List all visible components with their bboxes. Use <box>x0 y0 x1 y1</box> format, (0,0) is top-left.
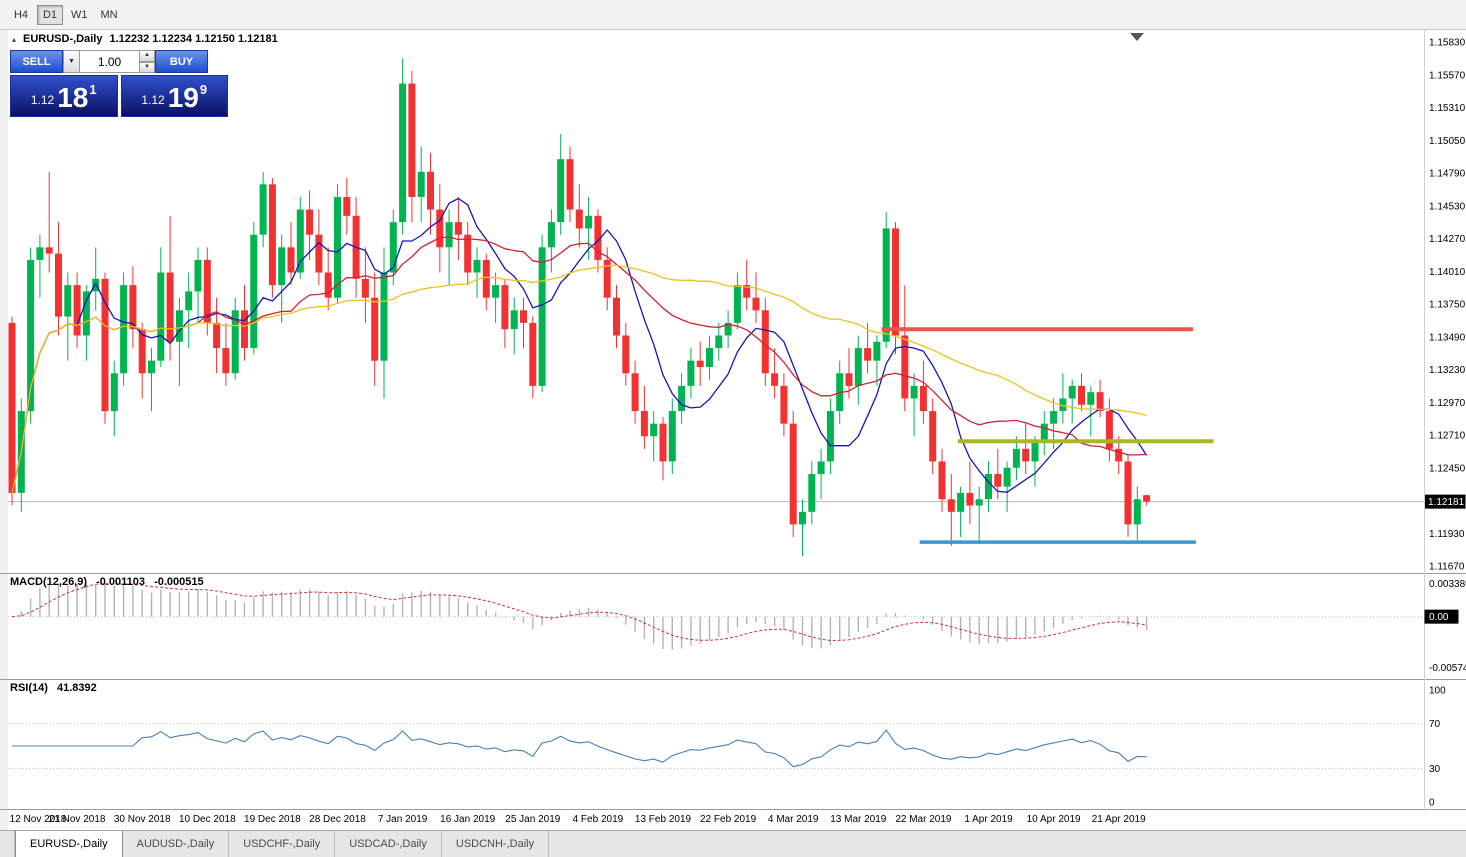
svg-text:4 Mar 2019: 4 Mar 2019 <box>768 814 819 825</box>
svg-text:1.13750: 1.13750 <box>1429 300 1466 311</box>
svg-text:10 Apr 2019: 10 Apr 2019 <box>1027 814 1081 825</box>
svg-text:100: 100 <box>1429 686 1446 697</box>
svg-text:22 Mar 2019: 22 Mar 2019 <box>895 814 952 825</box>
volume-increment-button[interactable]: ▲ <box>140 50 155 62</box>
timeframe-toolbar: H4 D1 W1 MN <box>0 0 1466 30</box>
buy-button[interactable]: BUY <box>155 50 208 73</box>
rsi-name: RSI(14) <box>10 682 48 694</box>
volume-decrement-button[interactable]: ▼ <box>140 61 155 73</box>
volume-input[interactable] <box>80 50 140 73</box>
candlestick-series <box>8 58 1151 556</box>
one-click-collapse-icon[interactable]: ▴ <box>12 34 17 44</box>
svg-text:1.11670: 1.11670 <box>1429 562 1465 573</box>
timeframe-button-mn[interactable]: MN <box>96 5 123 25</box>
svg-text:1.14790: 1.14790 <box>1429 169 1466 180</box>
svg-text:16 Jan 2019: 16 Jan 2019 <box>440 814 495 825</box>
macd-main-value: -0.001103 <box>96 576 146 588</box>
ma-21-line <box>11 236 1147 494</box>
current-price-marker <box>1424 494 1466 509</box>
chart-background <box>8 30 1466 830</box>
price-axis[interactable]: 1.15830 1.15570 1.15310 1.15050 1.14790 1.145… <box>1424 38 1466 573</box>
chart-tab-usdcnh[interactable]: USDCNH-,Daily <box>442 831 550 857</box>
sell-price-pip: 1 <box>89 82 97 97</box>
sell-price-main: 18 <box>57 82 89 113</box>
macd-name: MACD(12,26,9) <box>10 576 88 588</box>
chart-tab-usdcad[interactable]: USDCAD-,Daily <box>335 831 442 857</box>
chart-tab-audusd[interactable]: AUDUSD-,Daily <box>123 831 230 857</box>
macd-indicator-label: MACD(12,26,9) -0.001103 -0.000515 <box>10 576 204 588</box>
svg-text:12 Nov 2018: 12 Nov 2018 <box>10 814 67 825</box>
macd-signal-value: -0.000515 <box>154 576 204 588</box>
svg-text:22 Feb 2019: 22 Feb 2019 <box>700 814 757 825</box>
svg-text:1 Apr 2019: 1 Apr 2019 <box>964 814 1013 825</box>
one-click-trading-widget: SELL ▼ ▲ ▼ BUY 1.12 18 1 1.12 19 9 <box>10 50 228 117</box>
svg-text:30: 30 <box>1429 764 1441 775</box>
svg-text:13 Feb 2019: 13 Feb 2019 <box>635 814 692 825</box>
svg-text:0: 0 <box>1429 798 1435 809</box>
macd-signal-line <box>11 583 1147 642</box>
svg-text:0.003386: 0.003386 <box>1429 579 1466 590</box>
svg-text:7 Jan 2019: 7 Jan 2019 <box>378 814 428 825</box>
sell-price-display[interactable]: 1.12 18 1 <box>10 75 118 117</box>
svg-text:0.00: 0.00 <box>1429 612 1449 623</box>
svg-text:1.12970: 1.12970 <box>1429 398 1466 409</box>
svg-text:1.13230: 1.13230 <box>1429 365 1466 376</box>
svg-text:1.12181: 1.12181 <box>1428 497 1465 508</box>
rsi-indicator-label: RSI(14) 41.8392 <box>10 682 97 694</box>
ma-50-line <box>11 264 1147 494</box>
volume-dropdown-button[interactable]: ▼ <box>63 50 80 73</box>
ma-8-line <box>11 197 1148 494</box>
svg-text:1.15310: 1.15310 <box>1429 103 1466 114</box>
rsi-axis[interactable]: 100 70 30 0 <box>1429 686 1446 809</box>
buy-price-base: 1.12 <box>141 93 165 107</box>
chart-tab-usdchf[interactable]: USDCHF-,Daily <box>229 831 336 857</box>
timeframe-button-w1[interactable]: W1 <box>66 5 93 25</box>
buy-price-display[interactable]: 1.12 19 9 <box>120 75 228 117</box>
tab-bar-gutter <box>0 831 15 857</box>
svg-text:1.12710: 1.12710 <box>1429 431 1466 442</box>
svg-text:1.14270: 1.14270 <box>1429 234 1466 245</box>
chart-symbol-title: EURUSD-,Daily <box>23 33 103 45</box>
svg-text:-0.00574: -0.00574 <box>1429 663 1466 674</box>
buy-price-main: 19 <box>167 82 199 113</box>
svg-text:10 Dec 2018: 10 Dec 2018 <box>179 814 236 825</box>
svg-text:1.11930: 1.11930 <box>1429 529 1465 540</box>
svg-text:25 Jan 2019: 25 Jan 2019 <box>505 814 560 825</box>
chart-tab-eurusd[interactable]: EURUSD-,Daily <box>15 831 123 857</box>
macd-axis[interactable]: 0.003386 0.00 -0.00574 <box>1424 579 1466 674</box>
svg-text:70: 70 <box>1429 719 1441 730</box>
sell-button[interactable]: SELL <box>10 50 63 73</box>
svg-text:4 Feb 2019: 4 Feb 2019 <box>573 814 624 825</box>
chart-tab-bar: EURUSD-,Daily AUDUSD-,Daily USDCHF-,Daily U… <box>0 830 1466 857</box>
svg-text:1.12450: 1.12450 <box>1429 463 1466 474</box>
svg-text:1.14530: 1.14530 <box>1429 201 1466 212</box>
rsi-line <box>12 729 1147 768</box>
svg-text:13 Mar 2019: 13 Mar 2019 <box>830 814 887 825</box>
svg-text:19 Dec 2018: 19 Dec 2018 <box>244 814 301 825</box>
chart-ohlc-values: 1.12232 1.12234 1.12150 1.12181 <box>109 33 278 45</box>
timeframe-button-h4[interactable]: H4 <box>8 5 34 25</box>
svg-text:21 Nov 2018: 21 Nov 2018 <box>49 814 106 825</box>
sell-price-base: 1.12 <box>30 93 55 107</box>
rsi-value: 41.8392 <box>56 682 97 694</box>
svg-text:1.14010: 1.14010 <box>1429 267 1466 278</box>
volume-stepper: ▲ ▼ <box>140 50 155 73</box>
svg-text:1.15050: 1.15050 <box>1429 136 1466 147</box>
buy-price-pip: 9 <box>199 82 208 97</box>
svg-text:1.13490: 1.13490 <box>1429 332 1466 343</box>
svg-text:1.15830: 1.15830 <box>1429 38 1466 49</box>
svg-text:21 Apr 2019: 21 Apr 2019 <box>1092 814 1146 825</box>
svg-text:1.15570: 1.15570 <box>1429 70 1466 81</box>
chart-shift-marker-icon[interactable] <box>1130 33 1144 41</box>
chart-header: ▴ EURUSD-,Daily 1.12232 1.12234 1.12150 … <box>12 33 278 45</box>
macd-histogram <box>20 584 1148 650</box>
svg-text:28 Dec 2018: 28 Dec 2018 <box>309 814 366 825</box>
svg-text:30 Nov 2018: 30 Nov 2018 <box>114 814 171 825</box>
timeframe-button-d1[interactable]: D1 <box>37 4 63 25</box>
